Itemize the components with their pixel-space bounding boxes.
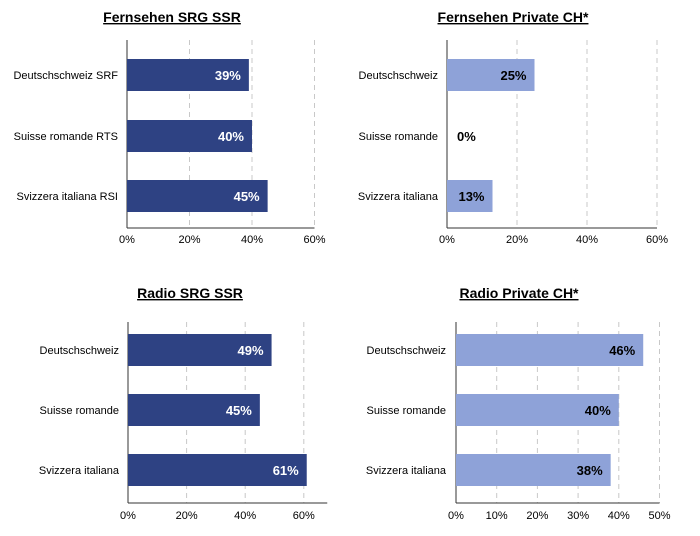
data-label: 49% bbox=[238, 343, 264, 358]
data-label: 13% bbox=[458, 189, 484, 204]
bar bbox=[128, 454, 307, 486]
data-label: 46% bbox=[609, 343, 635, 358]
x-tick-label: 40% bbox=[241, 234, 263, 246]
bar bbox=[127, 59, 249, 91]
x-tick-label: 0% bbox=[120, 510, 136, 522]
x-tick-label: 40% bbox=[608, 510, 630, 522]
bar bbox=[447, 59, 535, 91]
x-tick-label: 0% bbox=[448, 510, 464, 522]
category-label: Svizzera italiana bbox=[358, 191, 439, 203]
category-label: Suisse romande bbox=[40, 405, 120, 417]
category-label: Deutschschweiz bbox=[359, 70, 438, 82]
bar bbox=[456, 454, 611, 486]
bar bbox=[127, 120, 252, 152]
bar bbox=[128, 394, 260, 426]
bar bbox=[128, 334, 272, 366]
data-label: 61% bbox=[273, 463, 299, 478]
x-tick-label: 30% bbox=[567, 510, 589, 522]
bar bbox=[127, 180, 268, 212]
data-label: 45% bbox=[234, 189, 260, 204]
chart-title: Fernsehen Private CH* bbox=[438, 9, 589, 25]
category-label: Suisse romande bbox=[359, 131, 439, 143]
x-tick-label: 10% bbox=[486, 510, 508, 522]
category-label: Svizzera italiana RSI bbox=[17, 191, 119, 203]
x-tick-label: 60% bbox=[293, 510, 315, 522]
x-tick-label: 40% bbox=[576, 234, 598, 246]
data-label: 25% bbox=[500, 68, 526, 83]
data-label: 40% bbox=[218, 129, 244, 144]
bar bbox=[447, 180, 493, 212]
data-label: 38% bbox=[577, 463, 603, 478]
x-tick-label: 20% bbox=[178, 234, 200, 246]
category-label: Deutschschweiz SRF bbox=[13, 70, 118, 82]
bar bbox=[456, 394, 619, 426]
x-tick-label: 20% bbox=[526, 510, 548, 522]
data-label: 40% bbox=[585, 403, 611, 418]
x-tick-label: 60% bbox=[646, 234, 668, 246]
x-tick-label: 20% bbox=[506, 234, 528, 246]
data-label: 0% bbox=[457, 129, 476, 144]
chart-title: Radio SRG SSR bbox=[137, 285, 243, 301]
x-tick-label: 0% bbox=[439, 234, 455, 246]
x-tick-label: 20% bbox=[176, 510, 198, 522]
chart-title: Fernsehen SRG SSR bbox=[103, 9, 241, 25]
x-tick-label: 40% bbox=[234, 510, 256, 522]
bar bbox=[456, 334, 644, 366]
category-label: Deutschschweiz bbox=[40, 345, 119, 357]
category-label: Svizzera italiana bbox=[39, 465, 120, 477]
category-label: Svizzera italiana bbox=[366, 465, 447, 477]
category-label: Suisse romande bbox=[367, 405, 447, 417]
x-tick-label: 0% bbox=[119, 234, 135, 246]
category-label: Suisse romande RTS bbox=[14, 131, 118, 143]
data-label: 39% bbox=[215, 68, 241, 83]
x-tick-label: 60% bbox=[303, 234, 325, 246]
data-label: 45% bbox=[226, 403, 252, 418]
category-label: Deutschschweiz bbox=[367, 345, 446, 357]
chart-title: Radio Private CH* bbox=[459, 285, 579, 301]
x-tick-label: 50% bbox=[648, 510, 670, 522]
